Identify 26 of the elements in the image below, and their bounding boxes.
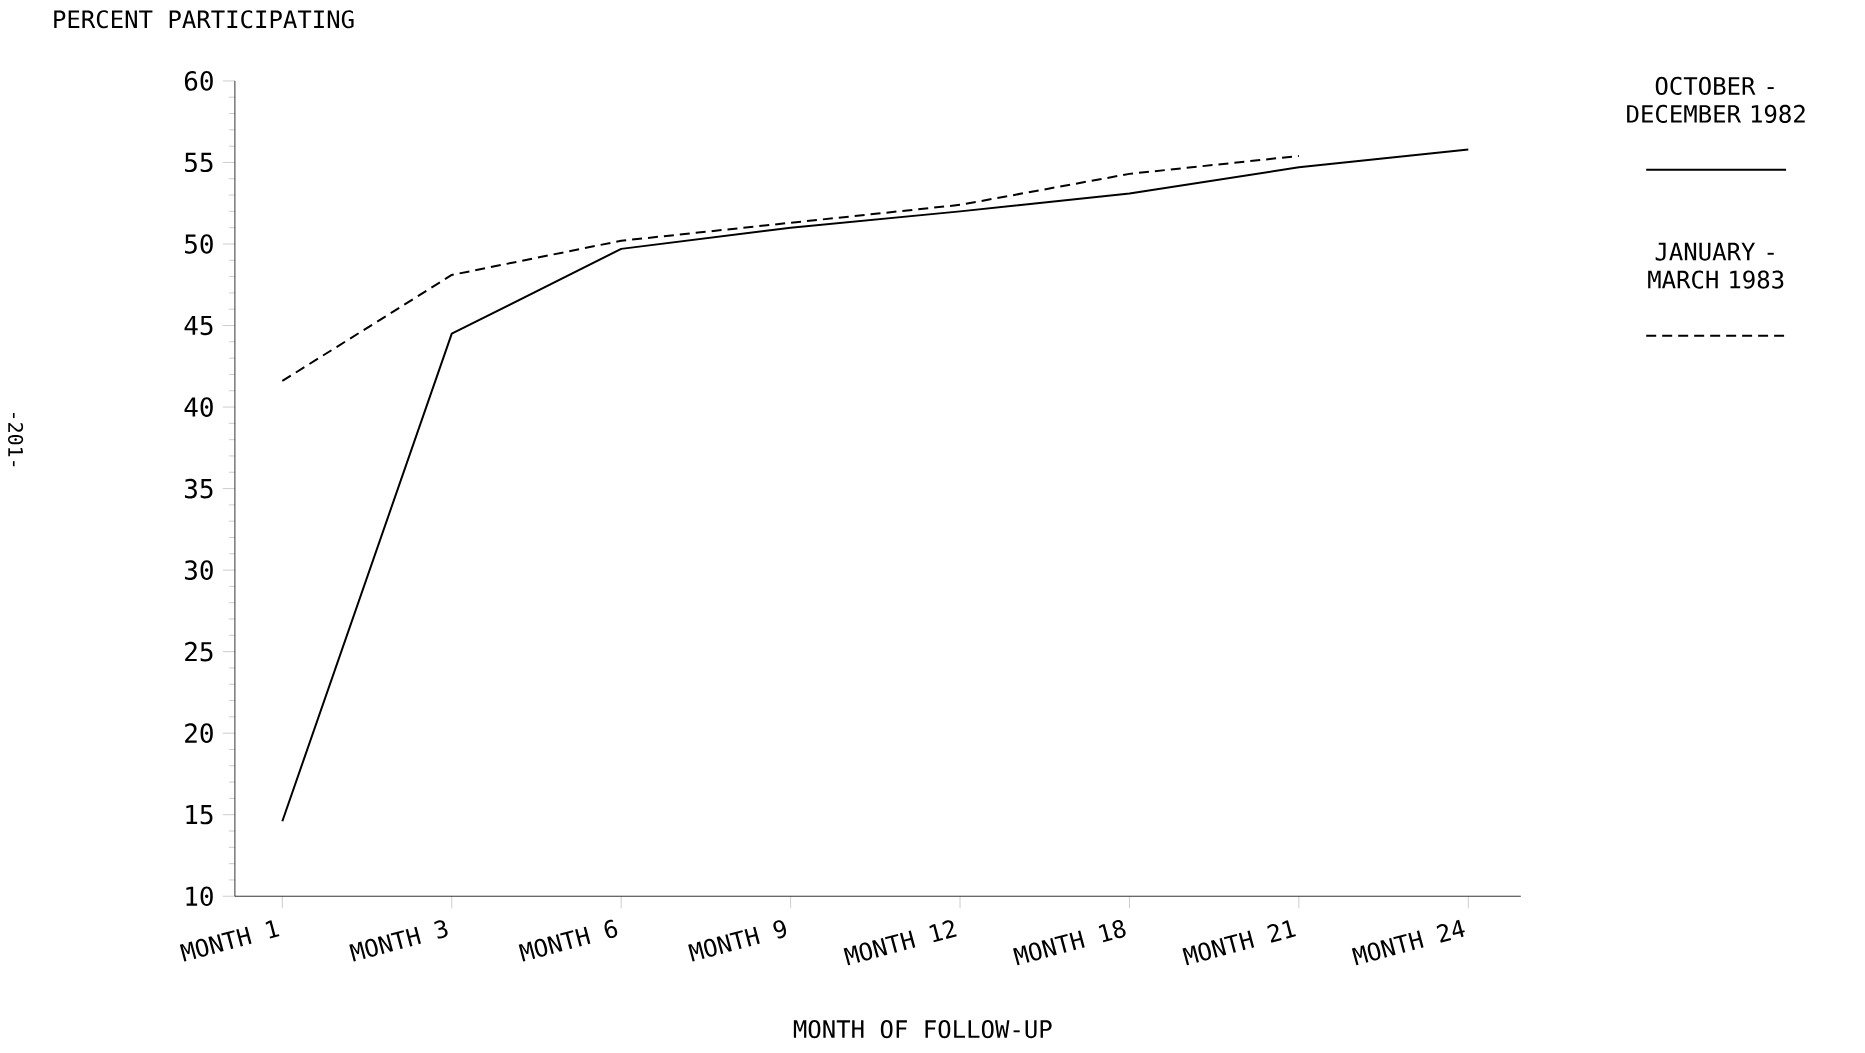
y-tick-label: 60 [184, 71, 213, 91]
y-tick-label: 55 [185, 152, 213, 173]
y-tick-label: 15 [186, 805, 213, 825]
text: JANUARY - MARCH 1983 [1648, 242, 1784, 289]
x-tick-label: MONTH 24 [1351, 919, 1465, 966]
y-tick-label: 25 [185, 641, 213, 662]
x-tick-label: MONTH 18 [1013, 920, 1126, 966]
x-tick-label: MONTH 6 [518, 919, 618, 962]
y-tick-label: 30 [184, 560, 213, 580]
y-tick-label: 50 [185, 234, 213, 254]
x-tick-label: MONTH 21 [1182, 920, 1296, 966]
x-tick-label: MONTH 3 [349, 920, 448, 962]
x-axis-title: MONTH OF FOLLOW-UP [793, 1020, 1052, 1039]
y-axis-title: PERCENT PARTICIPATING [54, 10, 354, 29]
y-tick-label: 45 [184, 315, 213, 336]
text: OCTOBER - DECEMBER 1982 [1627, 76, 1805, 123]
y-tick-label: 20 [185, 723, 213, 743]
line-series [281, 148, 1470, 823]
y-tick-label: 10 [186, 886, 213, 907]
y-tick-label: 40 [184, 397, 213, 417]
text: -201- [8, 412, 24, 467]
line-series [281, 154, 1300, 382]
y-tick-label: 35 [184, 478, 213, 499]
x-tick-label: MONTH 1 [179, 920, 280, 962]
x-tick-label: MONTH 12 [843, 920, 957, 966]
x-tick-label: MONTH 9 [688, 920, 787, 962]
